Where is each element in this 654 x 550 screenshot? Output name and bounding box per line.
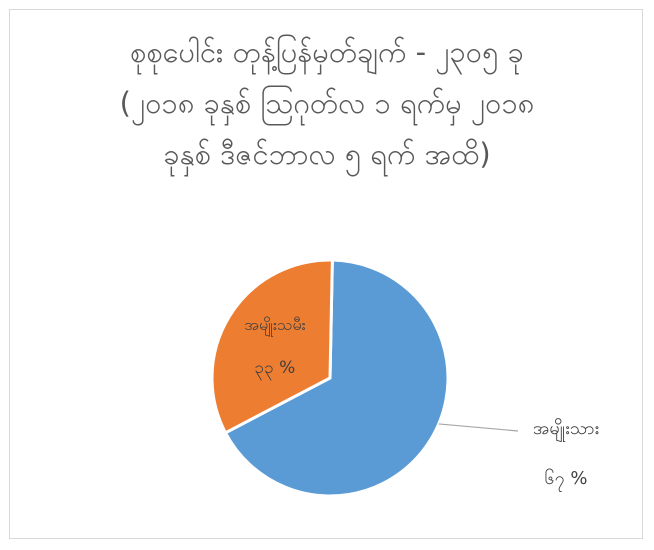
slice-2-category-label: အမျိုးသမီး	[244, 315, 305, 337]
chart-title-line-1: စုစုပေါင်း တုန့်ပြန်မှတ်ချက် - ၂၃၀၅ ခု	[130, 35, 524, 69]
leader-line	[438, 423, 519, 432]
chart-title: စုစုပေါင်း တုန့်ပြန်မှတ်ချက် - ၂၃၀၅ ခု (…	[40, 27, 614, 180]
pie-slice-1	[223, 258, 450, 498]
pie-slice-2	[210, 258, 334, 435]
chart-title-line-2: (၂၀၁၈ ခုနှစ် သြဂုတ်လ ၁ ရက်မှ ၂၀၁၈	[119, 86, 535, 120]
slice-1-category-label: အမျိုးသား	[533, 418, 599, 442]
slice-1-value-label: ၆၇ %	[544, 468, 587, 492]
slice-2-value-label: ၃၃ %	[255, 358, 296, 381]
chart-title-line-3: ခုနှစ် ဒီဇင်ဘာလ ၅ ရက် အထိ)	[163, 137, 491, 171]
